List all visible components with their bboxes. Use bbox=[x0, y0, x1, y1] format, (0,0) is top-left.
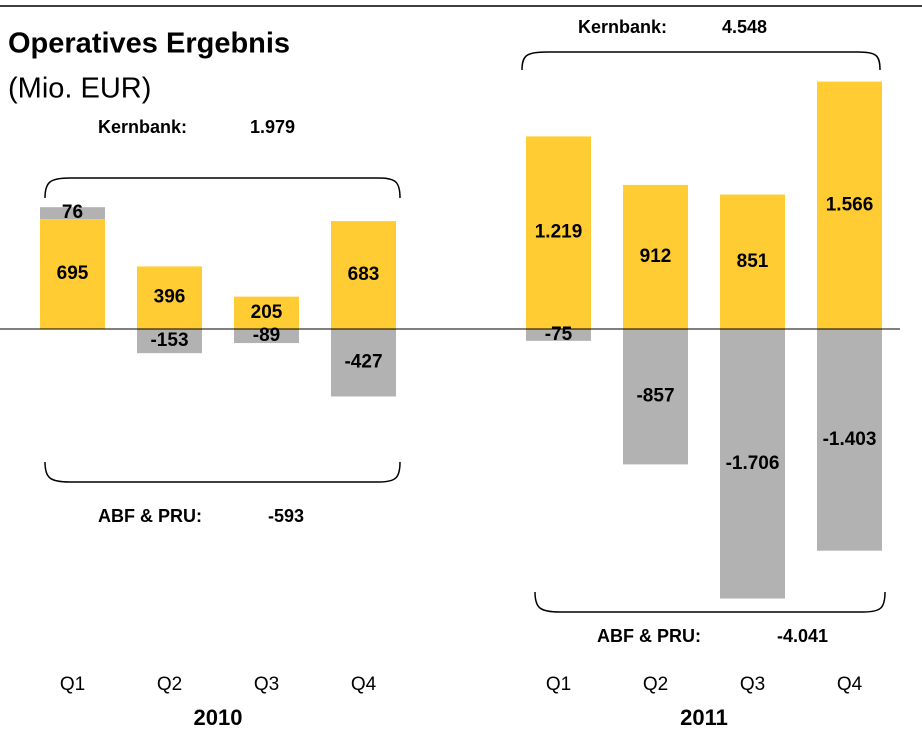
value-label: -427 bbox=[344, 352, 382, 373]
group-label: 2011 bbox=[680, 705, 728, 730]
annotation-value: 1.979 bbox=[250, 117, 295, 137]
value-label: -857 bbox=[636, 386, 674, 407]
bar bbox=[817, 329, 882, 551]
value-label: -75 bbox=[545, 324, 573, 345]
value-label: 683 bbox=[348, 264, 380, 285]
brace bbox=[44, 461, 401, 483]
x-tick-label: Q4 bbox=[351, 674, 377, 695]
x-tick-label: Q1 bbox=[60, 674, 85, 695]
value-label: -1.706 bbox=[726, 453, 780, 474]
annotation-value: -593 bbox=[268, 506, 304, 526]
bar bbox=[720, 194, 785, 329]
bar bbox=[137, 266, 202, 329]
x-tick-label: Q3 bbox=[254, 674, 279, 695]
value-label: 76 bbox=[62, 202, 83, 223]
chart-title: Operatives Ergebnis bbox=[8, 28, 290, 60]
chart-subtitle: (Mio. EUR) bbox=[8, 73, 151, 105]
value-label: -153 bbox=[150, 330, 188, 351]
bar bbox=[526, 329, 591, 341]
value-label: -89 bbox=[253, 325, 280, 346]
value-label: 912 bbox=[640, 246, 672, 267]
bar bbox=[234, 329, 299, 344]
value-label: 205 bbox=[251, 302, 283, 323]
brace bbox=[521, 51, 881, 71]
bar bbox=[623, 184, 688, 329]
annotation-label: Kernbank: bbox=[98, 117, 187, 137]
x-tick-label: Q2 bbox=[157, 674, 182, 695]
annotation-label: Kernbank: bbox=[578, 17, 667, 37]
annotation-value: 4.548 bbox=[722, 17, 767, 37]
bar bbox=[40, 207, 105, 220]
brace bbox=[44, 177, 401, 199]
bar bbox=[720, 329, 785, 599]
value-label: 1.219 bbox=[535, 222, 583, 243]
bar bbox=[817, 81, 882, 330]
value-label: -1.403 bbox=[823, 429, 877, 450]
annotation-label: ABF & PRU: bbox=[597, 626, 701, 646]
x-tick-label: Q1 bbox=[546, 674, 571, 695]
value-label: 1.566 bbox=[826, 194, 874, 215]
bar bbox=[331, 329, 396, 397]
bar bbox=[234, 296, 299, 329]
bar bbox=[526, 136, 591, 329]
x-tick-label: Q4 bbox=[837, 674, 863, 695]
bar bbox=[623, 329, 688, 465]
annotation-value: -4.041 bbox=[777, 626, 828, 646]
bar bbox=[40, 219, 105, 329]
x-tick-label: Q2 bbox=[643, 674, 668, 695]
value-label: 695 bbox=[57, 263, 89, 284]
group-label: 2010 bbox=[194, 705, 243, 730]
value-label: 396 bbox=[154, 287, 186, 308]
annotation-label: ABF & PRU: bbox=[98, 506, 202, 526]
value-label: 851 bbox=[737, 251, 769, 272]
x-tick-label: Q3 bbox=[740, 674, 765, 695]
brace bbox=[534, 591, 886, 613]
bar bbox=[331, 221, 396, 329]
bar bbox=[137, 329, 202, 354]
